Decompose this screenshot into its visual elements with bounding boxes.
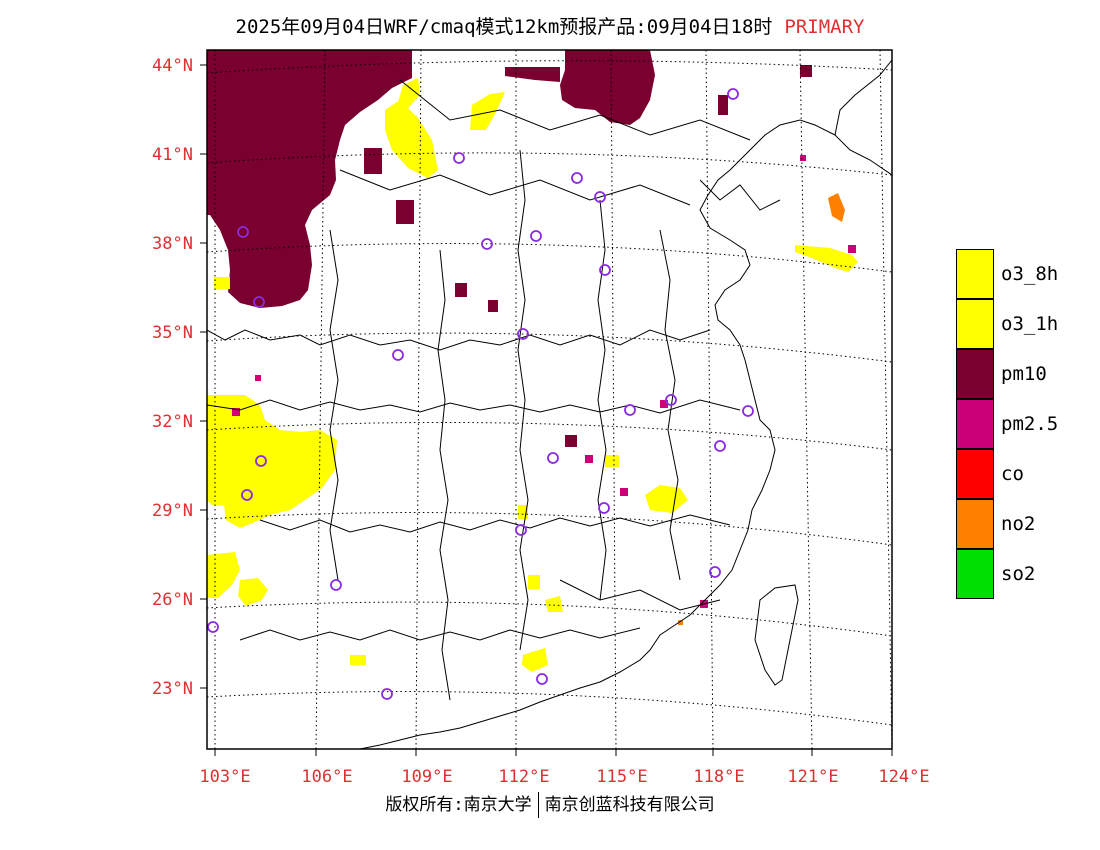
lat-label-44: 44°N [152,56,193,76]
legend-swatch [956,499,994,549]
pm10-field [207,50,812,447]
copyright-footer: 版权所有:南京大学 南京创蓝科技有限公司 [0,790,1100,818]
pm25-field [232,155,856,608]
footer-separator [537,792,539,818]
copyright-left: 版权所有:南京大学 [385,795,532,815]
no2-field [678,193,845,625]
lon-label-115: 115°E [596,767,647,787]
coastline [359,59,892,749]
lon-label-109: 109°E [401,767,452,787]
lon-label-103: 103°E [199,767,250,787]
map-frame [206,49,893,750]
lat-label-35: 35°N [152,323,193,343]
legend-label: o3_1h [1001,313,1059,335]
lat-label-32: 32°N [152,412,193,432]
lon-label-118: 118°E [693,767,744,787]
legend-swatch [956,549,994,599]
legend-swatch [956,399,994,449]
legend-label: co [1001,463,1024,485]
title-main: 2025年09月04日WRF/cmaq模式12km预报产品:09月04日18时 [235,16,773,38]
axis-ticks [200,64,893,756]
title-primary-tag: PRIMARY [784,16,865,38]
lat-label-41: 41°N [152,145,193,165]
map-title: 2025年09月04日WRF/cmaq模式12km预报产品:09月04日18时 P… [0,12,1100,39]
legend-swatch [956,349,994,399]
lon-label-121: 121°E [787,767,838,787]
lat-label-38: 38°N [152,234,193,254]
boundary-lines [207,79,799,701]
lat-label-29: 29°N [152,501,193,521]
legend-label: no2 [1001,513,1036,535]
legend-label: pm2.5 [1001,413,1059,435]
graticule [207,50,892,749]
lon-label-112: 112°E [498,767,549,787]
legend-label: so2 [1001,563,1036,585]
legend-swatch [956,449,994,499]
copyright-right: 南京创蓝科技有限公司 [544,795,715,815]
legend-swatch [956,249,994,299]
lat-label-23: 23°N [152,679,193,699]
legend-label: pm10 [1001,363,1047,385]
lat-label-26: 26°N [152,590,193,610]
lon-label-106: 106°E [301,767,352,787]
legend-swatch [956,299,994,349]
legend-label: o3_8h [1001,263,1059,285]
station-markers [207,88,754,700]
lon-label-124: 124°E [878,767,929,787]
